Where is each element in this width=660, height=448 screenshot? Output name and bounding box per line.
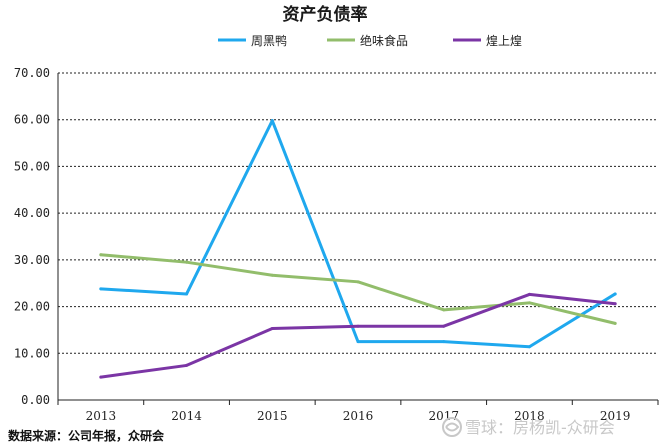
y-tick-label: 20.00: [14, 300, 50, 314]
legend-label: 绝味食品: [360, 33, 408, 48]
source-note: 数据来源：公司年报，众研会: [8, 428, 165, 443]
chart-title: 资产负债率: [283, 4, 368, 25]
data-point: [356, 324, 360, 328]
y-tick-label: 10.00: [14, 346, 50, 360]
y-tick-label: 40.00: [14, 206, 50, 220]
legend: 周黑鸭 绝味食品 煌上煌: [218, 33, 522, 48]
data-point: [270, 119, 274, 123]
legend-label: 煌上煌: [486, 34, 522, 48]
data-point: [185, 260, 189, 264]
data-point: [613, 321, 617, 325]
data-point: [185, 292, 189, 296]
axes: [57, 73, 659, 405]
y-tick-label: 50.00: [14, 159, 50, 173]
x-tick-label: 2019: [600, 409, 631, 423]
data-point: [185, 363, 189, 367]
watermark-text: 雪球：房杨凯-众研会: [465, 418, 615, 437]
data-point: [442, 340, 446, 344]
x-tick-label: 2016: [343, 409, 374, 423]
series-line-0: [99, 119, 617, 349]
data-point: [356, 340, 360, 344]
data-point: [527, 301, 531, 305]
snowball-logo-icon: [442, 417, 462, 437]
y-axis-ticks: 0.00 10.00 20.00 30.00 40.00 50.00 60.00 70.00: [14, 66, 50, 407]
x-tick-label: 2015: [257, 409, 288, 423]
data-point: [527, 345, 531, 349]
data-point: [442, 324, 446, 328]
data-point: [442, 308, 446, 312]
data-point: [99, 375, 103, 379]
x-tick-label: 2014: [171, 409, 202, 423]
data-point: [270, 273, 274, 277]
y-tick-label: 60.00: [14, 113, 50, 127]
y-tick-label: 70.00: [14, 66, 50, 80]
x-axis-ticks: 2013 2014 2015 2016 2017 2018 2019: [86, 409, 631, 423]
legend-label: 周黑鸭: [251, 34, 287, 48]
data-point: [356, 280, 360, 284]
data-point: [613, 302, 617, 306]
watermark: 雪球：房杨凯-众研会: [442, 417, 615, 437]
x-tick-label: 2017: [428, 409, 459, 423]
data-point: [99, 253, 103, 257]
series-line-1: [99, 253, 617, 325]
series-lines: [99, 119, 617, 379]
x-tick-label: 2018: [514, 409, 545, 423]
data-point: [270, 327, 274, 331]
y-tick-label: 30.00: [14, 253, 50, 267]
y-tick-label: 0.00: [21, 393, 50, 407]
data-point: [99, 287, 103, 291]
data-point: [527, 292, 531, 296]
data-point: [613, 292, 617, 296]
x-tick-label: 2013: [86, 409, 117, 423]
